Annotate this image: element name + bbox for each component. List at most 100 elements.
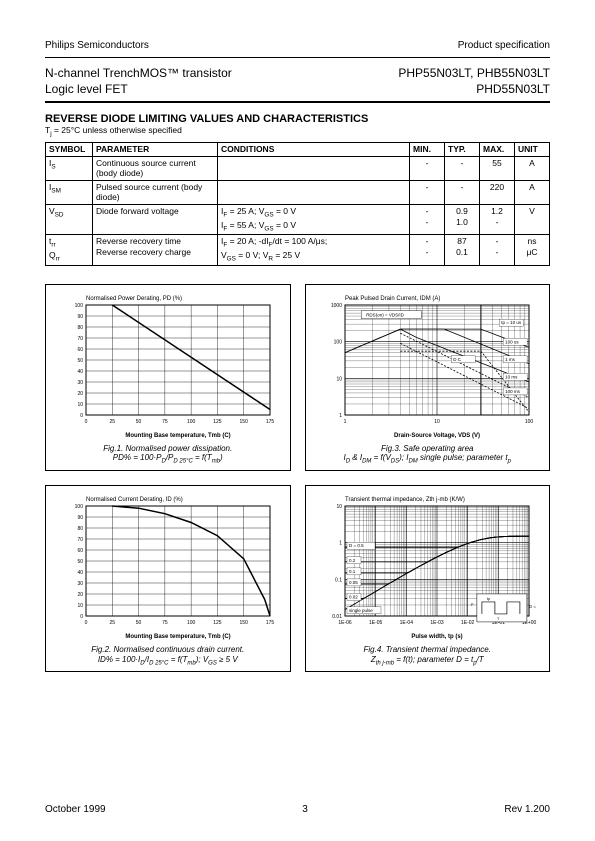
th-min: MIN. xyxy=(410,142,445,156)
svg-text:175: 175 xyxy=(266,419,275,425)
svg-text:150: 150 xyxy=(239,419,248,425)
svg-text:D C: D C xyxy=(453,356,462,361)
svg-text:40: 40 xyxy=(77,570,83,576)
svg-text:100: 100 xyxy=(187,620,196,626)
svg-text:20: 20 xyxy=(77,592,83,598)
svg-text:0.01: 0.01 xyxy=(333,614,343,620)
svg-text:RDS(on) = VDS/ID: RDS(on) = VDS/ID xyxy=(366,312,404,317)
svg-text:Transient thermal impedance, Z: Transient thermal impedance, Zth j-mb (K… xyxy=(345,497,465,503)
svg-text:single pulse: single pulse xyxy=(349,608,373,613)
product-desc-1: N-channel TrenchMOS™ transistor xyxy=(45,66,398,82)
svg-text:100: 100 xyxy=(525,419,534,425)
fig1-box: Normalised Power Derating, PD (%) 0 25 50 75… xyxy=(45,284,291,471)
svg-text:1E-03: 1E-03 xyxy=(431,620,445,626)
th-max: MAX. xyxy=(480,142,515,156)
svg-text:D = 0.5: D = 0.5 xyxy=(349,543,364,548)
svg-text:75: 75 xyxy=(162,419,168,425)
fig4-caption: Fig.4. Transient thermal impedance. Zth … xyxy=(312,645,544,667)
fig1-chart: Normalised Power Derating, PD (%) 0 25 50 75… xyxy=(58,291,278,441)
svg-text:1: 1 xyxy=(339,541,342,547)
footer-page: 3 xyxy=(302,804,308,815)
th-typ: TYP. xyxy=(445,142,480,156)
svg-text:1: 1 xyxy=(339,413,342,419)
footer-date: October 1999 xyxy=(45,804,106,815)
svg-text:1E-06: 1E-06 xyxy=(339,620,353,626)
fig2-caption: Fig.2. Normalised continuous drain curre… xyxy=(52,645,284,667)
svg-text:90: 90 xyxy=(77,515,83,521)
svg-text:Mounting Base temperature, Tmb: Mounting Base temperature, Tmb (C) xyxy=(125,634,230,640)
th-symbol: SYMBOL xyxy=(46,142,93,156)
table-header-row: SYMBOL PARAMETER CONDITIONS MIN. TYP. MA… xyxy=(46,142,550,156)
svg-text:40: 40 xyxy=(77,369,83,375)
svg-text:70: 70 xyxy=(77,336,83,342)
svg-text:30: 30 xyxy=(77,581,83,587)
svg-text:75: 75 xyxy=(162,620,168,626)
svg-text:125: 125 xyxy=(213,620,222,626)
company-name: Philips Semiconductors xyxy=(45,40,149,51)
table-row: ISM Pulsed source current (body diode) -… xyxy=(46,180,550,204)
svg-text:60: 60 xyxy=(77,347,83,353)
svg-text:30: 30 xyxy=(77,380,83,386)
svg-text:0.1: 0.1 xyxy=(335,577,342,583)
svg-text:tp = 10 us: tp = 10 us xyxy=(502,320,523,325)
svg-text:20: 20 xyxy=(77,391,83,397)
svg-text:1 ms: 1 ms xyxy=(505,356,516,361)
svg-text:100: 100 xyxy=(187,419,196,425)
svg-text:25: 25 xyxy=(109,620,115,626)
product-desc-2: Logic level FET xyxy=(45,82,398,98)
section-title: REVERSE DIODE LIMITING VALUES AND CHARAC… xyxy=(45,113,550,125)
parameter-table: SYMBOL PARAMETER CONDITIONS MIN. TYP. MA… xyxy=(45,142,550,266)
svg-text:1E-04: 1E-04 xyxy=(400,620,414,626)
svg-text:175: 175 xyxy=(266,620,275,626)
fig4-chart: Transient thermal impedance, Zth j-mb (K… xyxy=(317,492,537,642)
svg-text:10 ms: 10 ms xyxy=(505,374,518,379)
svg-text:P: P xyxy=(471,602,474,607)
fig3-chart: Peak Pulsed Drain Current, IDM (A)110100… xyxy=(317,291,537,441)
svg-text:0: 0 xyxy=(80,614,83,620)
svg-text:1000: 1000 xyxy=(331,303,342,309)
svg-text:0: 0 xyxy=(84,620,87,626)
svg-text:10: 10 xyxy=(337,376,343,382)
svg-text:D = tp/T: D = tp/T xyxy=(529,604,537,609)
svg-text:0: 0 xyxy=(80,413,83,419)
svg-text:Normalised Current Derating, I: Normalised Current Derating, ID (%) xyxy=(86,497,183,503)
fig3-caption: Fig.3. Safe operating area ID & IDM = f(… xyxy=(312,444,544,466)
svg-text:25: 25 xyxy=(109,419,115,425)
svg-text:10: 10 xyxy=(77,402,83,408)
fig2-box: Normalised Current Derating, ID (%) 0 25 50… xyxy=(45,485,291,672)
svg-text:0: 0 xyxy=(84,419,87,425)
footer-rev: Rev 1.200 xyxy=(504,804,550,815)
part-numbers-2: PHD55N03LT xyxy=(398,82,550,98)
svg-text:Drain-Source Voltage, VDS (V): Drain-Source Voltage, VDS (V) xyxy=(394,433,480,439)
svg-text:125: 125 xyxy=(213,419,222,425)
fig2-chart: Normalised Current Derating, ID (%) 0 25 50… xyxy=(58,492,278,642)
svg-text:1: 1 xyxy=(344,419,347,425)
svg-text:50: 50 xyxy=(77,358,83,364)
svg-text:10: 10 xyxy=(337,504,343,510)
svg-text:50: 50 xyxy=(136,620,142,626)
th-conditions: CONDITIONS xyxy=(218,142,410,156)
fig4-box: Transient thermal impedance, Zth j-mb (K… xyxy=(305,485,551,672)
svg-text:0.2: 0.2 xyxy=(349,558,356,563)
svg-text:80: 80 xyxy=(77,325,83,331)
fig1-caption: Fig.1. Normalised power dissipation. PD%… xyxy=(52,444,284,466)
th-parameter: PARAMETER xyxy=(93,142,218,156)
svg-text:0.05: 0.05 xyxy=(349,580,358,585)
doc-type: Product specification xyxy=(458,40,550,51)
svg-text:100: 100 xyxy=(74,303,83,309)
svg-text:100: 100 xyxy=(74,504,83,510)
header-divider-bottom xyxy=(45,101,550,103)
svg-text:90: 90 xyxy=(77,314,83,320)
svg-text:150: 150 xyxy=(239,620,248,626)
svg-text:0.1: 0.1 xyxy=(349,569,356,574)
svg-text:Mounting Base temperature, Tmb: Mounting Base temperature, Tmb (C) xyxy=(125,433,230,439)
table-row: VSD Diode forward voltage IF = 25 A; VGS… xyxy=(46,205,550,235)
svg-text:100 ms: 100 ms xyxy=(505,389,521,394)
footer: October 1999 3 Rev 1.200 xyxy=(45,804,550,815)
svg-text:1E-05: 1E-05 xyxy=(369,620,383,626)
svg-text:50: 50 xyxy=(77,559,83,565)
fig3-box: Peak Pulsed Drain Current, IDM (A)110100… xyxy=(305,284,551,471)
svg-text:70: 70 xyxy=(77,537,83,543)
svg-text:Normalised Power Derating, PD: Normalised Power Derating, PD (%) xyxy=(86,296,182,302)
table-row: IS Continuous source current (body diode… xyxy=(46,156,550,180)
